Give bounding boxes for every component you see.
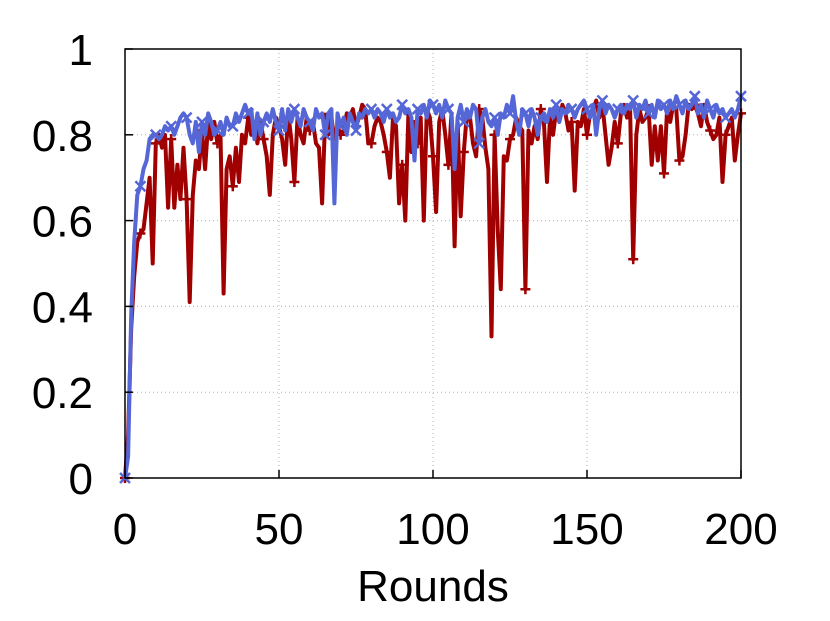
series-2-point (442, 103, 455, 115)
series-2-point (350, 124, 362, 137)
series-2-point (627, 94, 640, 107)
x-tick-label: 100 (396, 505, 469, 554)
series-2-point (365, 103, 378, 115)
series-1-point (181, 194, 192, 205)
series-1-point (612, 138, 623, 149)
series-1-point (397, 159, 408, 170)
series-2-point (596, 94, 609, 107)
series-1-point (705, 125, 716, 136)
y-tick-label: 0.2 (32, 369, 93, 418)
series-2-point (519, 107, 532, 120)
series-1-point (150, 138, 161, 149)
x-axis-label: Rounds (357, 562, 509, 611)
series-2-point (226, 120, 239, 133)
series-2-point (411, 103, 424, 115)
x-tick-label: 200 (704, 505, 777, 554)
series-2-point (211, 124, 224, 137)
series-1-point (135, 228, 146, 239)
series-2-point (704, 103, 717, 115)
series-2-point (180, 111, 193, 124)
x-tick-label: 0 (113, 505, 137, 554)
series-2-point (658, 98, 670, 111)
series-2-point (242, 107, 255, 120)
series-2-point (565, 103, 578, 115)
series-2-point (165, 120, 178, 133)
series-2-point (319, 128, 332, 141)
y-tick-label: 0.8 (32, 112, 93, 161)
series-2-point (457, 116, 470, 128)
series-1-point (505, 134, 515, 145)
y-tick-label: 0.6 (32, 198, 93, 247)
series-1-point (289, 176, 300, 187)
series-2-point (288, 103, 301, 115)
series-1-point (628, 254, 639, 265)
series-2-point (611, 103, 624, 115)
series-2-point (380, 103, 393, 115)
series-2-point (273, 124, 285, 137)
series-2-point (673, 98, 686, 111)
y-tick-label: 0.4 (32, 283, 93, 332)
series-2-point (196, 116, 208, 128)
series-1-point (582, 129, 592, 140)
series-1-point (428, 151, 438, 162)
series-1-point (566, 116, 577, 127)
series-1-point (659, 168, 669, 179)
series-2-point (581, 103, 593, 115)
series-1-point (166, 134, 177, 145)
series-1-point (458, 146, 469, 157)
series-1-point (720, 129, 731, 140)
series-1-point (227, 181, 238, 192)
series-layer (119, 90, 747, 484)
series-2-point (488, 111, 501, 124)
series-1-point (381, 146, 392, 157)
series-1-point (212, 138, 223, 149)
series-2-point (334, 120, 347, 133)
series-2-point (688, 90, 701, 103)
series-1-point (535, 104, 546, 115)
series-2-point (149, 128, 162, 141)
series-1-point (520, 284, 531, 295)
x-tick-label: 50 (255, 505, 304, 554)
series-2-point (303, 116, 316, 128)
x-tick-label: 150 (550, 505, 623, 554)
series-2 (119, 90, 747, 484)
series-1-point (674, 155, 685, 166)
series-2-point (550, 98, 563, 111)
y-tick-label: 0 (69, 455, 93, 504)
series-1-point (366, 138, 377, 149)
axis-ticks: 0 0.2 0.4 0.6 0.8 1 0 50 100 150 200 (32, 26, 778, 554)
series-1-point (443, 159, 454, 170)
series-2-point (719, 111, 732, 124)
series-2-point (134, 180, 147, 193)
series-1-point (258, 134, 269, 145)
series-2-point (473, 137, 486, 150)
y-tick-label: 1 (69, 26, 93, 75)
series-2-point (257, 116, 270, 128)
series-2-point (504, 107, 516, 120)
series-2-point (642, 107, 655, 120)
series-2-point (534, 111, 547, 124)
series-2-point (427, 98, 439, 111)
series-2-point (396, 98, 409, 111)
